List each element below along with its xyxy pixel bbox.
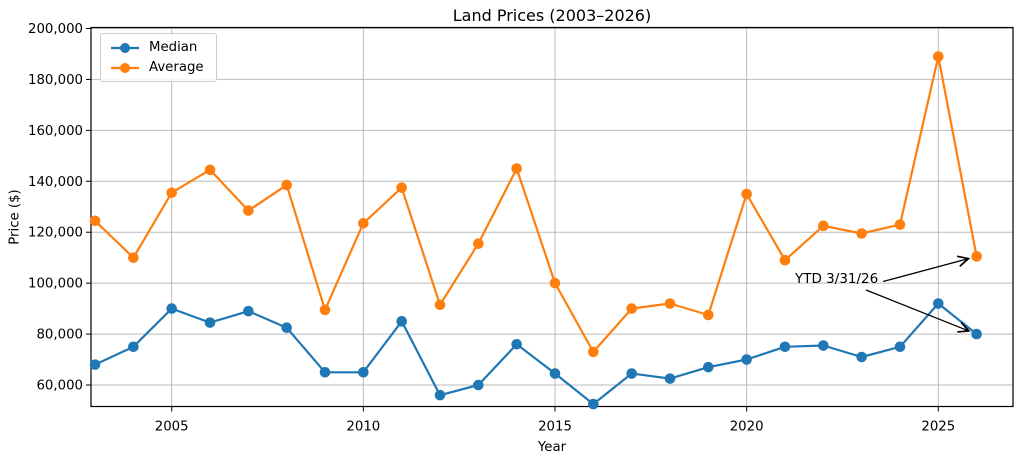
median-point-2014 [511,338,522,350]
annotation-ytd: YTD 3/31/26 [795,271,879,287]
average-point-2017 [626,303,637,314]
median-point-2026 [971,328,982,340]
x-tick-label: 2005 [155,420,189,435]
average-point-2019 [703,309,714,321]
legend-item-average: Average [110,59,204,76]
median-point-2013 [473,379,484,391]
average-point-2025 [933,51,944,62]
legend-label-average: Average [149,60,204,75]
average-point-2020 [741,188,752,200]
median-point-2016 [588,398,599,410]
median-point-2022 [818,340,829,351]
y-tick-label: 200,000 [28,22,83,37]
median-line [94,302,978,406]
average-point-2015 [549,277,561,289]
y-tick-label: 140,000 [28,175,83,190]
median-line-swatch [111,42,139,53]
y-tick-label: 60,000 [36,379,83,394]
median-point-2007 [243,305,254,317]
average-point-2011 [396,182,407,193]
average-point-2007 [243,205,254,216]
y-tick-label: 180,000 [28,73,83,88]
y-tick-label: 80,000 [36,328,83,343]
median-point-2003 [89,359,101,370]
annotation-arrow-median [865,289,969,331]
average-point-2008 [281,179,292,191]
average-point-2013 [473,238,484,249]
median-point-2004 [128,341,139,353]
median-point-2019 [703,361,714,373]
median-point-2011 [396,316,407,327]
median-point-2024 [894,341,906,353]
x-tick-label: 2025 [921,420,955,435]
average-point-2005 [166,187,177,199]
y-tick-label: 160,000 [28,124,83,139]
average-point-2009 [319,304,331,316]
average-point-2021 [779,254,791,266]
average-point-2023 [856,228,867,239]
median-point-2017 [626,368,637,379]
y-tick-label: 100,000 [28,277,83,292]
plot-border [90,26,1014,408]
average-point-2018 [664,298,676,309]
median-point-2015 [549,368,561,379]
x-tick-label: 2020 [730,420,764,435]
legend: Median Average [100,33,217,82]
chart-title: Land Prices (2003–2026) [452,6,652,25]
median-point-2005 [166,303,177,314]
average-point-2010 [358,218,369,229]
median-point-2020 [741,354,752,365]
average-line [94,55,978,353]
median-point-2008 [281,322,292,334]
average-line-swatch [111,62,139,73]
median-point-2009 [319,366,331,378]
median-point-2023 [856,351,867,363]
average-point-2014 [511,163,522,174]
average-point-2004 [128,252,139,263]
median-point-2025 [933,298,944,309]
x-tick-label: 2010 [346,420,380,435]
legend-label-median: Median [149,40,198,55]
median-point-2010 [358,366,369,378]
average-point-2003 [89,215,101,227]
y-tick-label: 120,000 [28,226,83,241]
average-point-2012 [434,299,446,311]
median-point-2012 [434,389,446,401]
average-point-2022 [818,220,829,232]
median-point-2006 [204,317,216,328]
average-point-2006 [204,164,216,176]
annotation-arrow-average [882,259,968,283]
y-axis-label: Price ($) [7,189,23,245]
x-tick-label: 2015 [538,420,572,435]
median-point-2018 [664,373,676,384]
average-point-2016 [588,346,599,358]
average-point-2026 [971,251,982,262]
legend-item-median: Median [110,39,204,56]
median-point-2021 [779,341,791,353]
average-point-2024 [894,219,906,230]
x-axis-label: Year [537,440,567,455]
